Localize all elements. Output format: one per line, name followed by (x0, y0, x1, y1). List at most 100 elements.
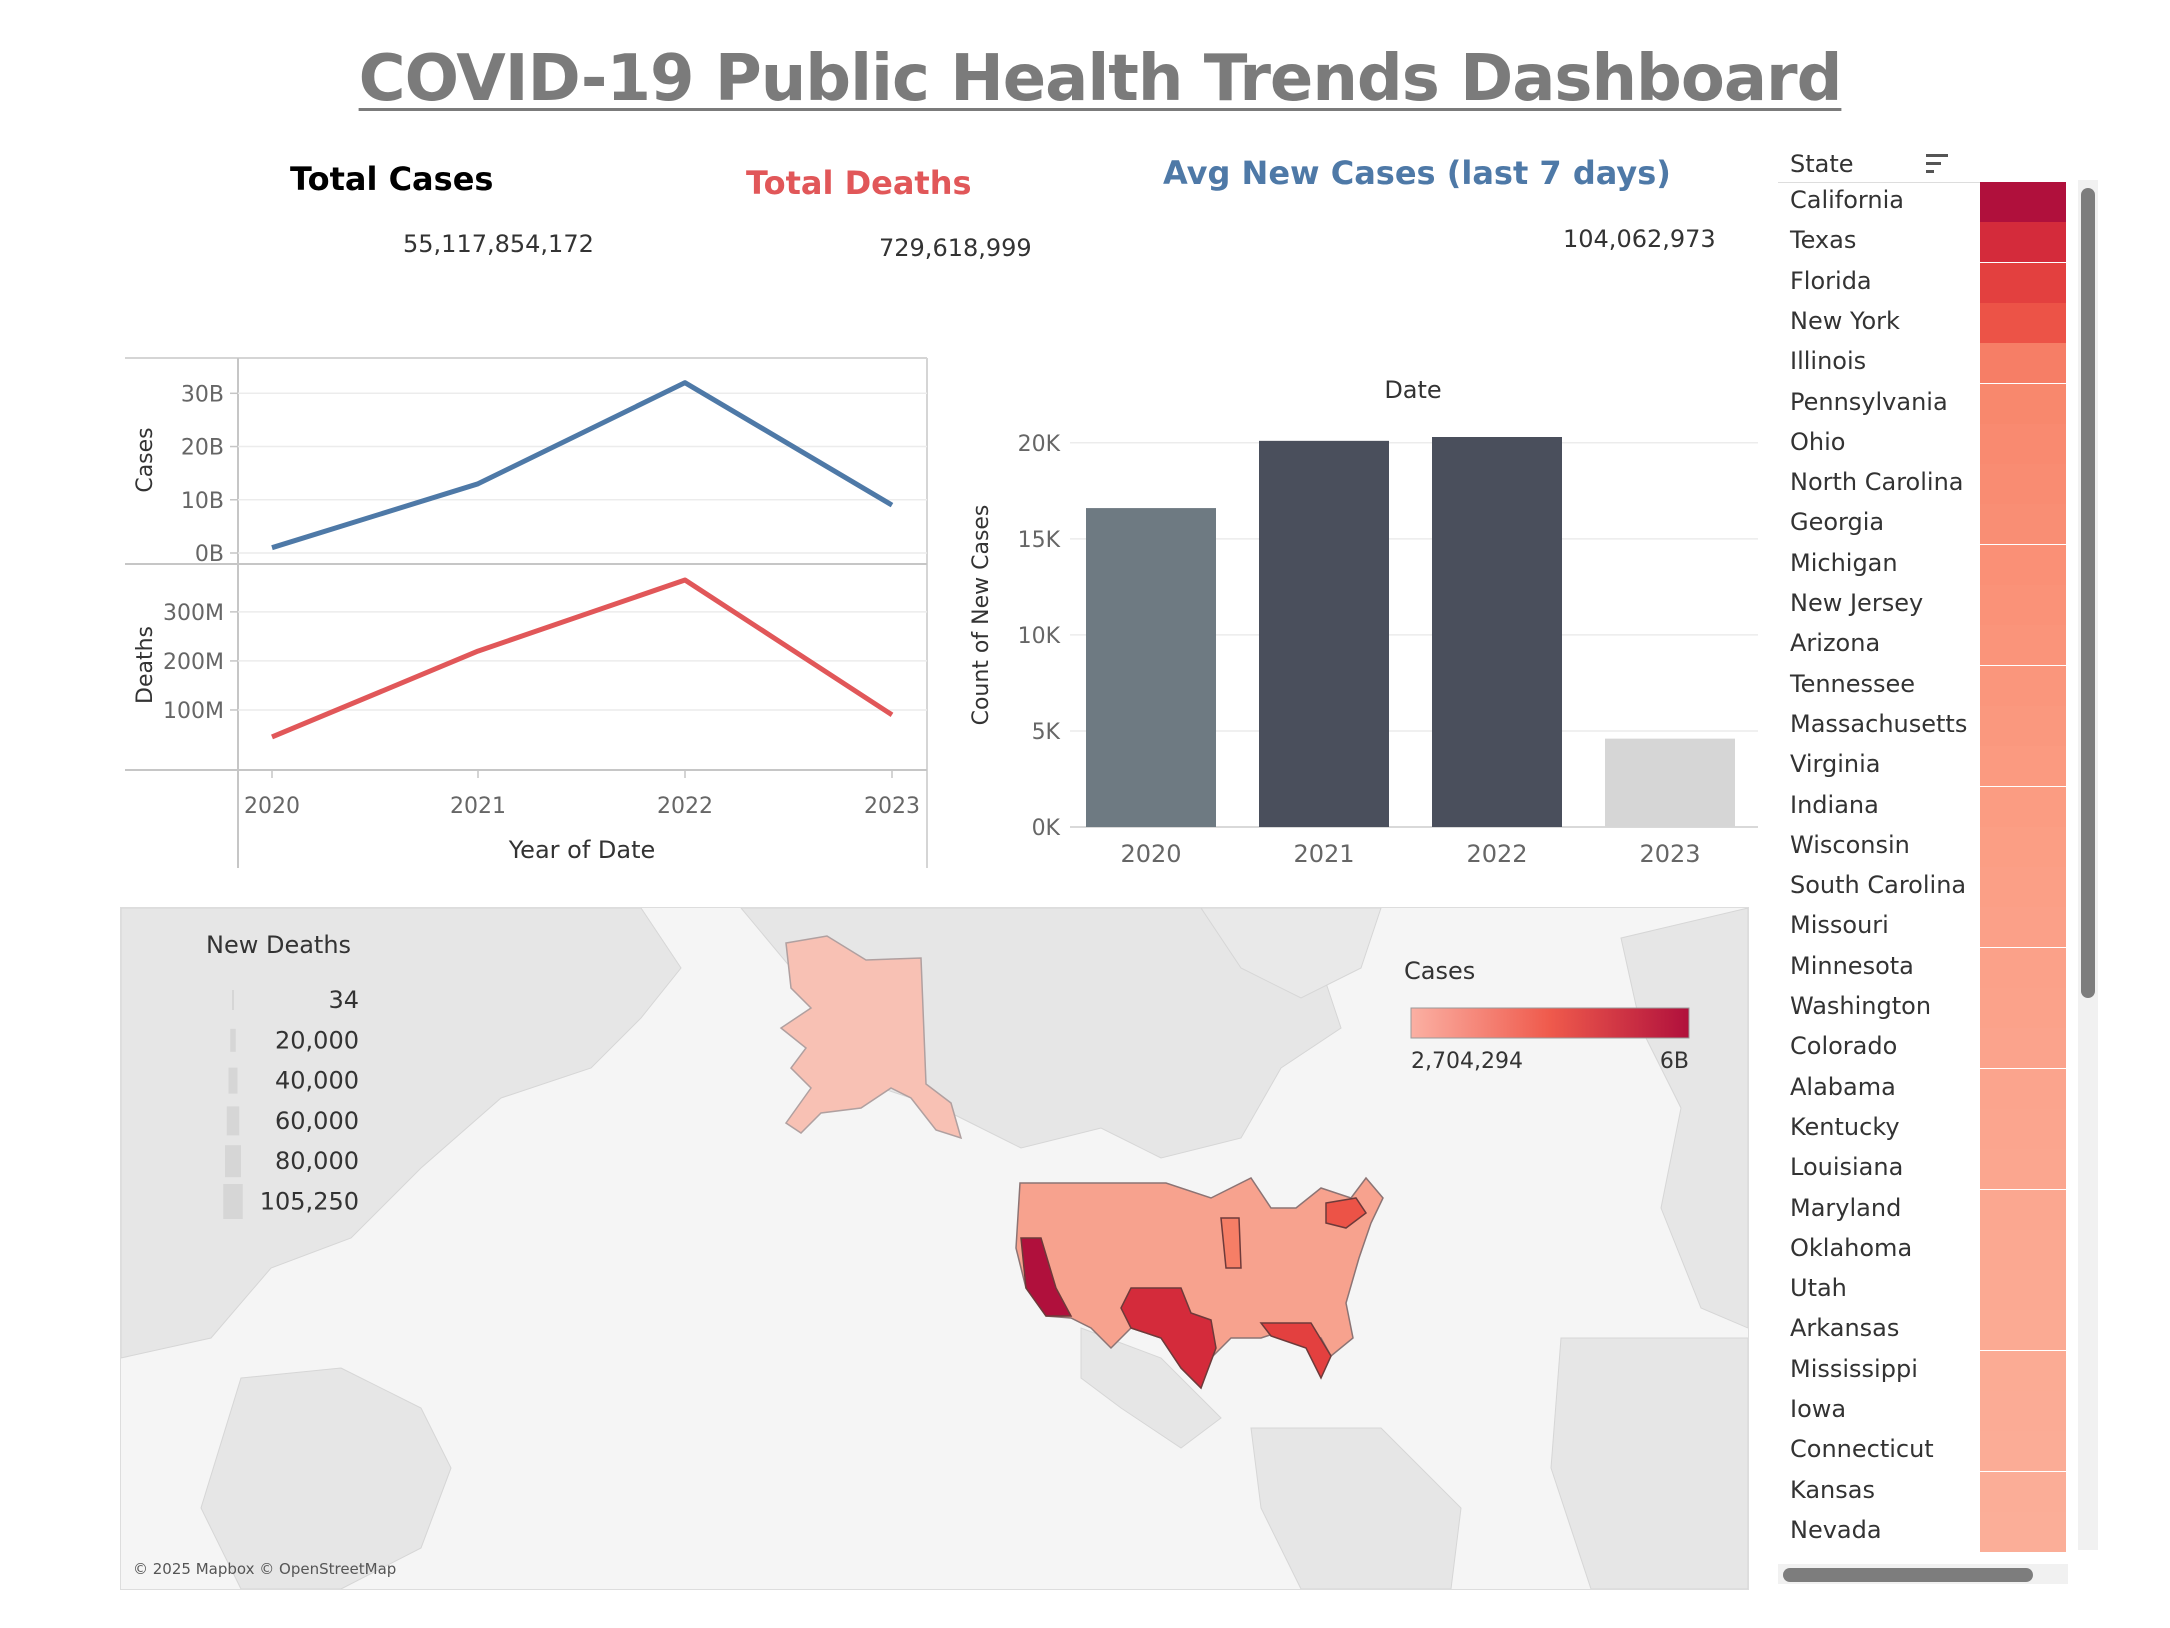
state-row[interactable]: Kentucky (1778, 1108, 2068, 1149)
contiguous-us-region[interactable] (1015, 1176, 1384, 1390)
state-row[interactable]: Maryland (1778, 1189, 2068, 1230)
state-heat-cell[interactable] (1980, 1108, 2066, 1149)
state-name: Tennessee (1790, 669, 1916, 698)
state-heat-cell[interactable] (1980, 625, 2066, 666)
state-row[interactable]: Alabama (1778, 1068, 2068, 1109)
state-heat-cell[interactable] (1980, 947, 2066, 988)
state-heat-cell[interactable] (1980, 1391, 2066, 1431)
map-panel[interactable]: New Deaths 34 20,000 40,000 60,000 80,000 105… (120, 907, 1749, 1590)
state-row[interactable]: New Jersey (1778, 585, 2068, 625)
state-row[interactable]: Virginia (1778, 746, 2068, 787)
state-row[interactable]: Pennsylvania (1778, 383, 2068, 424)
state-row[interactable]: Ohio (1778, 423, 2068, 464)
bar-2021[interactable] (1259, 440, 1389, 827)
state-row[interactable]: Louisiana (1778, 1149, 2068, 1190)
state-row[interactable]: Arizona (1778, 625, 2068, 666)
state-row[interactable]: Nevada (1778, 1511, 2068, 1552)
state-name: Iowa (1790, 1395, 1847, 1423)
state-heat-cell[interactable] (1980, 464, 2066, 505)
state-row[interactable]: South Carolina (1778, 867, 2068, 908)
state-row[interactable]: Massachusetts (1778, 705, 2068, 746)
bar-2020[interactable] (1086, 508, 1216, 827)
state-heat-cell[interactable] (1980, 1229, 2066, 1270)
texas-region[interactable] (1120, 1287, 1217, 1390)
state-heat-cell[interactable] (1980, 705, 2066, 746)
state-heat-cell[interactable] (1980, 1310, 2066, 1351)
state-row[interactable]: Oklahoma (1778, 1229, 2068, 1270)
state-heat-cell[interactable] (1980, 423, 2066, 464)
state-heat-cell[interactable] (1980, 585, 2066, 625)
state-row[interactable]: Washington (1778, 988, 2068, 1028)
state-heat-cell[interactable] (1980, 504, 2066, 545)
state-heat-cell[interactable] (1980, 302, 2066, 343)
state-row[interactable]: Minnesota (1778, 947, 2068, 988)
state-heat-cell[interactable] (1980, 222, 2066, 263)
bar-2023[interactable] (1605, 738, 1735, 827)
state-heat-cell[interactable] (1980, 1471, 2066, 1512)
bar-chart[interactable]: Date Count of New Cases 0K 5K 10K 15K 20K 20… (950, 360, 1770, 880)
bar-chart-bars[interactable] (1086, 437, 1735, 827)
state-row[interactable]: Missouri (1778, 907, 2068, 948)
state-row[interactable]: Illinois (1778, 343, 2068, 384)
greenland-landmass (1200, 908, 1382, 999)
bar-2022[interactable] (1432, 437, 1562, 827)
state-row[interactable]: Arkansas (1778, 1310, 2068, 1351)
state-row[interactable]: Indiana (1778, 786, 2068, 827)
state-row[interactable]: Connecticut (1778, 1431, 2068, 1472)
state-heat-cell[interactable] (1980, 1511, 2066, 1552)
state-row[interactable]: Wisconsin (1778, 826, 2068, 867)
state-row[interactable]: North Carolina (1778, 464, 2068, 505)
horizontal-scrollbar-thumb[interactable] (1783, 1568, 2033, 1582)
state-row[interactable]: California (1778, 182, 2068, 222)
state-heat-cell[interactable] (1980, 1028, 2066, 1069)
state-heat-cell[interactable] (1980, 182, 2066, 222)
state-row[interactable]: Kansas (1778, 1471, 2068, 1512)
state-heat-cell[interactable] (1980, 665, 2066, 706)
state-heat-cell[interactable] (1980, 1068, 2066, 1109)
state-heat-cell[interactable] (1980, 262, 2066, 303)
deaths-series-line[interactable] (271, 577, 894, 740)
state-heat-cell[interactable] (1980, 1350, 2066, 1391)
state-row[interactable]: Iowa (1778, 1391, 2068, 1431)
new-york-region[interactable] (1325, 1197, 1368, 1229)
kpi-total-deaths-value: 729,618,999 (879, 234, 1032, 262)
state-heat-cell[interactable] (1980, 383, 2066, 424)
state-heat-cell[interactable] (1980, 1431, 2066, 1472)
state-heat-cell[interactable] (1980, 826, 2066, 867)
state-name: Virginia (1790, 750, 1881, 779)
size-legend: 34 20,000 40,000 60,000 80,000 105,250 (223, 986, 359, 1219)
state-row[interactable]: Michigan (1778, 544, 2068, 585)
cases-series-line[interactable] (271, 380, 894, 551)
california-region[interactable] (1020, 1237, 1073, 1317)
state-heat-cell[interactable] (1980, 786, 2066, 827)
state-row[interactable]: Georgia (1778, 504, 2068, 545)
bar-chart-y-axis-label: Count of New Cases (969, 505, 994, 726)
sort-icon[interactable] (1926, 154, 1948, 173)
state-name: Michigan (1790, 548, 1898, 577)
state-heat-cell[interactable] (1980, 1270, 2066, 1311)
florida-region[interactable] (1259, 1322, 1332, 1380)
state-heat-cell[interactable] (1980, 907, 2066, 948)
state-heat-cell[interactable] (1980, 867, 2066, 908)
state-name: Louisiana (1790, 1153, 1904, 1182)
map-canvas[interactable]: New Deaths 34 20,000 40,000 60,000 80,000 105… (121, 908, 1748, 1589)
state-heat-cell[interactable] (1980, 1189, 2066, 1230)
state-row[interactable]: Texas (1778, 222, 2068, 263)
deaths-axis-label: Deaths (133, 626, 158, 704)
state-row[interactable]: Mississippi (1778, 1350, 2068, 1391)
state-heat-cell[interactable] (1980, 746, 2066, 787)
vertical-scrollbar-thumb[interactable] (2081, 188, 2095, 998)
state-row[interactable]: New York (1778, 302, 2068, 343)
alaska-region[interactable] (779, 935, 963, 1140)
state-heat-cell[interactable] (1980, 343, 2066, 384)
state-heatmap-panel[interactable]: State California Texas Florida New York Illi… (1778, 140, 2108, 1584)
state-heat-cell[interactable] (1980, 544, 2066, 585)
state-row[interactable]: Utah (1778, 1270, 2068, 1311)
illinois-region[interactable] (1220, 1217, 1242, 1269)
state-heat-cell[interactable] (1980, 988, 2066, 1028)
state-row[interactable]: Colorado (1778, 1028, 2068, 1069)
state-row[interactable]: Florida (1778, 262, 2068, 303)
state-heat-cell[interactable] (1980, 1149, 2066, 1190)
state-row[interactable]: Tennessee (1778, 665, 2068, 706)
